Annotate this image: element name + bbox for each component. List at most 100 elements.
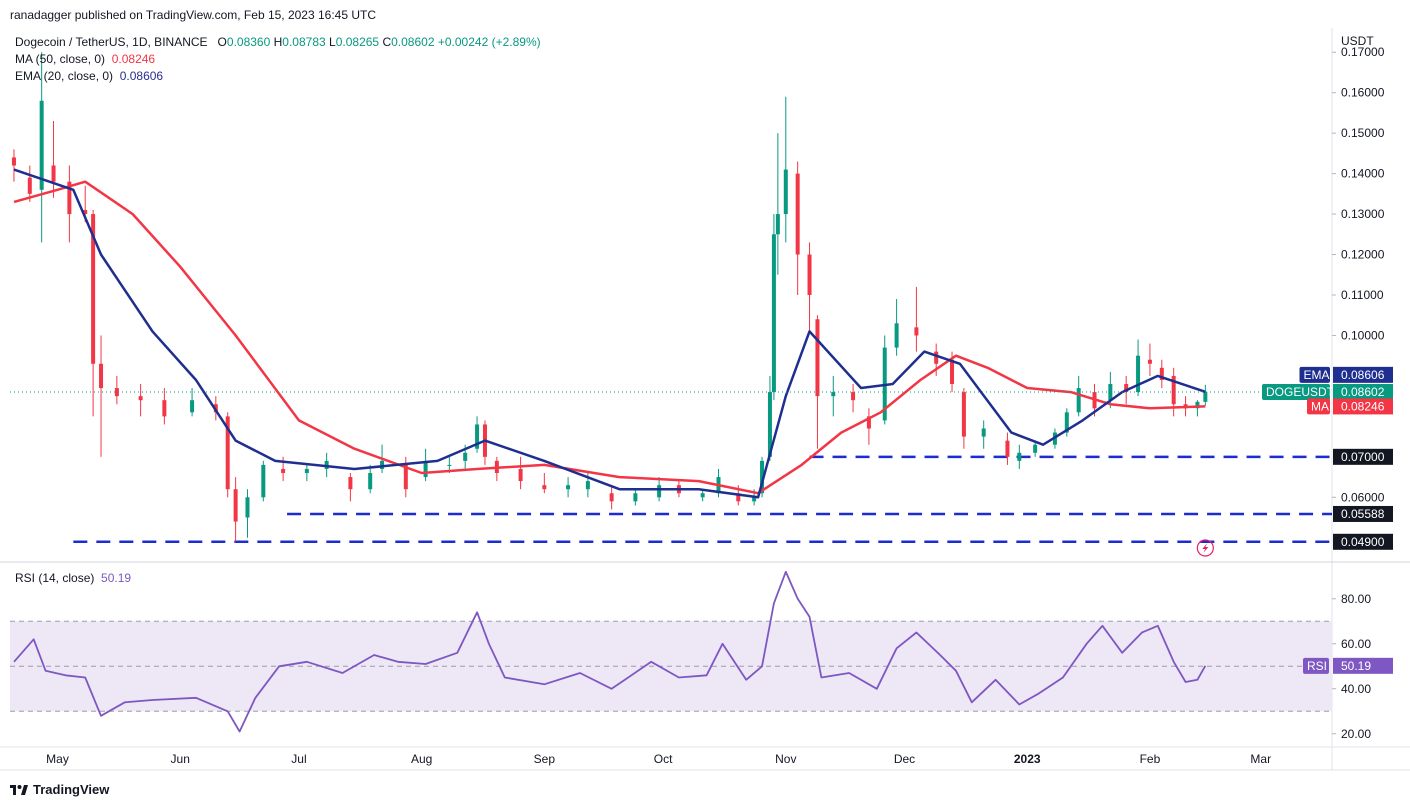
time-tick-label: Jun: [171, 752, 190, 766]
price-tick-label: 0.15000: [1341, 126, 1385, 140]
candle-body: [190, 400, 195, 413]
ma-legend-label: MA (50, close, 0): [15, 52, 106, 66]
candle-body: [767, 392, 772, 457]
price-tick-label: 0.17000: [1341, 45, 1385, 59]
candle-body: [11, 157, 16, 166]
time-tick-label: Sep: [534, 752, 556, 766]
candle-body: [807, 254, 812, 295]
candle-body: [1033, 444, 1038, 453]
time-tick-label: 2023: [1014, 752, 1041, 766]
low-value: 0.08265: [335, 35, 380, 49]
candle-body: [423, 460, 428, 478]
ma-legend-value: 0.08246: [111, 52, 156, 66]
candle-body: [866, 416, 871, 429]
candle-body: [348, 477, 353, 490]
price-tick-label: 0.11000: [1341, 288, 1384, 302]
price-tick-label: 0.13000: [1341, 207, 1385, 221]
support-tag-bg: [1333, 533, 1393, 550]
candle-body: [261, 464, 266, 498]
candle-body: [114, 388, 119, 397]
candle-body: [1195, 401, 1200, 409]
candle-body: [633, 493, 638, 502]
price-tag-value: 0.08602: [1341, 385, 1385, 399]
candle-body: [1136, 355, 1141, 393]
time-tick-label: Feb: [1140, 752, 1161, 766]
ma50-line: [13, 180, 1206, 495]
candle-body: [1076, 388, 1081, 413]
candle-body: [225, 416, 230, 490]
published-by-text: ranadagger published on TradingView.com,…: [10, 8, 377, 22]
tradingview-logo-icon: [10, 784, 28, 795]
candle-body: [775, 214, 780, 235]
symbol-legend: Dogecoin / TetherUS, 1D, BINANCE O0.0836…: [15, 35, 541, 49]
rsi-tag-value-bg: [1333, 657, 1393, 674]
price-tick-label: 0.14000: [1341, 167, 1385, 181]
candle-body: [91, 214, 96, 364]
candle-body: [67, 181, 72, 215]
price-tag-value: 0.08246: [1341, 399, 1385, 413]
high-value: 0.08783: [282, 35, 326, 49]
candle-body: [981, 428, 986, 437]
candle-body: [447, 464, 452, 466]
candle-body: [1064, 412, 1069, 433]
candle-body: [795, 173, 800, 255]
price-tick-label: 0.12000: [1341, 248, 1385, 262]
candle-body: [518, 468, 523, 482]
candle-body: [233, 489, 238, 522]
rsi-legend-value: 50.19: [101, 571, 132, 585]
candle-body: [380, 460, 385, 469]
price-tag-name: EMA: [1304, 368, 1330, 382]
time-tick-label: May: [46, 752, 69, 766]
high-label: H: [273, 35, 283, 49]
candle-body: [736, 493, 741, 502]
rsi-legend-label: RSI (14, close): [15, 571, 95, 585]
time-tick-label: Dec: [894, 752, 915, 766]
candle-body: [39, 100, 44, 190]
ema-legend: EMA (20, close, 0) 0.08606: [15, 69, 163, 83]
open-label: O: [217, 35, 227, 49]
candle-body: [281, 468, 286, 474]
candle-body: [961, 392, 966, 437]
candle-body: [894, 323, 899, 348]
candle-body: [1159, 367, 1164, 380]
lightning-bolt: [1202, 543, 1209, 553]
candle-body: [138, 396, 143, 401]
price-tag-name-bg: [1307, 398, 1330, 415]
candle-body: [566, 485, 571, 490]
tradingview-brand[interactable]: TradingView: [10, 782, 109, 797]
rsi-tag-name-bg: [1303, 657, 1329, 674]
rsi-tick-label: 60.00: [1341, 637, 1371, 651]
ema-legend-label: EMA (20, close, 0): [15, 69, 114, 83]
support-tag-label: 0.05588: [1341, 507, 1385, 521]
candle-body: [475, 424, 480, 449]
candle-body: [934, 351, 939, 364]
close-label: C: [382, 35, 392, 49]
rsi-tick-label: 80.00: [1341, 592, 1371, 606]
candle-body: [752, 497, 757, 502]
candle-body: [609, 493, 614, 502]
candle-body: [1005, 440, 1010, 457]
price-tag-value-bg: [1333, 398, 1393, 415]
candle-body: [162, 400, 167, 417]
candle-body: [51, 165, 56, 182]
candle-body: [368, 473, 373, 490]
time-tick-label: Jul: [291, 752, 306, 766]
candle-body: [950, 359, 955, 384]
price-tag-name-bg: [1262, 384, 1330, 401]
time-tick-label: Nov: [775, 752, 796, 766]
price-tag-name: DOGEUSDT: [1266, 385, 1335, 399]
tradingview-name: TradingView: [33, 782, 110, 797]
price-tag-name: MA: [1311, 399, 1329, 413]
candle-body: [403, 464, 408, 490]
candle-body: [657, 485, 662, 498]
candle-body: [304, 468, 309, 474]
lightning-icon: [1196, 539, 1214, 557]
candle-body: [1017, 452, 1022, 461]
rsi-tag-value: 50.19: [1341, 659, 1371, 673]
ema20-line: [13, 168, 1206, 499]
price-tag-name-bg: [1299, 366, 1330, 383]
ema-legend-value: 0.08606: [119, 69, 164, 83]
price-tick-label: 0.10000: [1341, 328, 1385, 342]
candle-body: [851, 392, 856, 401]
